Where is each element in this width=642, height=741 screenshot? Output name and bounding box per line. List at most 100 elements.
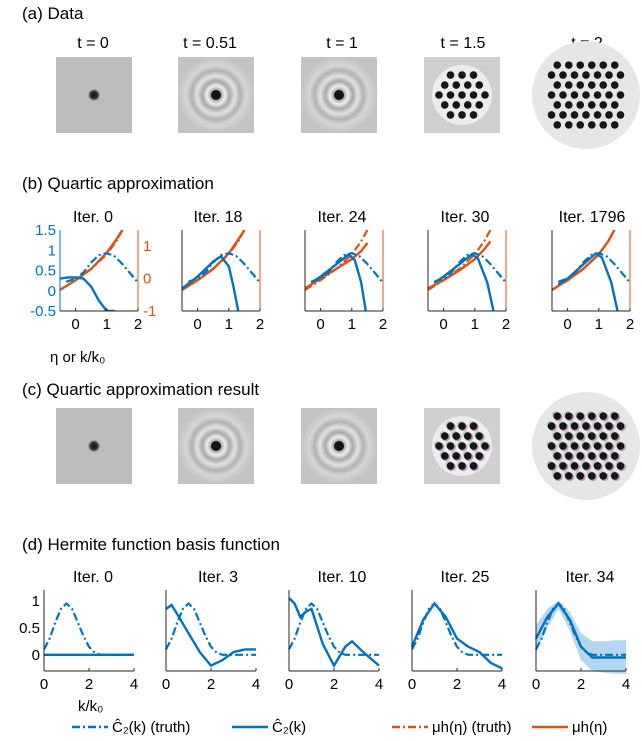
column-title: Iter. 34	[566, 569, 615, 586]
series-c2-truth	[310, 251, 383, 284]
image-tile	[424, 57, 500, 133]
image-tile	[424, 408, 500, 484]
x-tick-label: 0	[162, 676, 170, 693]
x-tick-label: 1	[225, 316, 233, 333]
legend-label: μh(η)	[572, 719, 607, 736]
y-tick-label-left: 0	[48, 283, 56, 300]
image-tile	[532, 392, 640, 500]
x-tick-label: 4	[622, 676, 630, 693]
x-tick-label: 4	[130, 676, 138, 693]
y-tick-label-right: -1	[143, 303, 156, 320]
plot-b-3: 0 1 2	[427, 230, 510, 333]
x-tick-label: 0	[408, 676, 416, 693]
x-tick-label: 4	[375, 676, 383, 693]
x-tick-label: 0	[563, 316, 571, 333]
x-tick-label: 2	[453, 676, 461, 693]
x-tick-label: 2	[256, 316, 264, 333]
series-mu	[182, 230, 246, 291]
image-tile	[178, 408, 254, 484]
series-c2-truth	[43, 601, 134, 656]
y-tick-label-left: 1.5	[35, 222, 56, 239]
y-tick-label: 0	[32, 647, 40, 664]
panel-a-column-titles: t = 0 t = 0.51 t = 1 t = 1.5 t = 2	[77, 35, 603, 52]
x-tick-label: 0	[193, 316, 201, 333]
series-mu-truth	[305, 230, 369, 291]
series-c2	[557, 252, 619, 311]
legend-label: μh(η) (truth)	[432, 719, 512, 736]
series-c2-truth	[411, 601, 502, 656]
legend: Ĉ₂(k) (truth) Ĉ₂(k) μh(η) (truth) μh(η)	[72, 719, 607, 736]
column-title: Iter. 1796	[559, 209, 626, 226]
series-c2-truth	[288, 601, 379, 656]
y-tick-label-right: 0	[143, 271, 151, 288]
y-tick-label-left: -0.5	[30, 303, 56, 320]
series-c2	[310, 252, 367, 311]
x-tick-label: 1	[103, 316, 111, 333]
plot-b-0: 0 1 2 1.5 1 0.5 0 -0.5 1 0 -1	[30, 222, 156, 333]
series-mu-truth	[428, 230, 492, 291]
column-title: Iter. 0	[73, 569, 113, 586]
x-tick-label: 0	[71, 316, 79, 333]
column-title: t = 1	[326, 35, 358, 52]
image-tile	[178, 57, 254, 133]
x-tick-label: 2	[85, 676, 93, 693]
x-tick-label: 2	[502, 316, 510, 333]
x-tick-label: 2	[330, 676, 338, 693]
series-c2-truth	[187, 251, 260, 284]
y-tick-label: 0.5	[19, 620, 40, 637]
series-mu	[60, 230, 124, 291]
plot-d-1: 0 2 4	[162, 590, 260, 693]
x-tick-label: 0	[40, 676, 48, 693]
panel-c-title: (c) Quartic approximation result	[22, 380, 259, 399]
series-c2	[165, 603, 256, 668]
y-tick-label-right: 1	[143, 238, 151, 255]
series-mu	[552, 230, 616, 291]
series-c2	[182, 254, 240, 311]
legend-label: Ĉ₂(k)	[272, 719, 306, 736]
series-c2-truth	[165, 601, 256, 656]
image-tile	[301, 408, 377, 484]
column-title: t = 1.5	[441, 35, 486, 52]
legend-label: Ĉ₂(k) (truth)	[112, 719, 190, 736]
image-tile	[56, 408, 132, 484]
x-tick-label: 0	[439, 316, 447, 333]
image-tile	[301, 57, 377, 133]
image-tile	[56, 57, 132, 133]
series-mu	[428, 240, 492, 290]
column-title: t = 0	[77, 35, 109, 52]
series-c2	[288, 597, 380, 669]
series-c2-truth	[557, 251, 630, 284]
plot-b-2: 0 1 2	[304, 230, 387, 333]
panel-d-xlabel: k/k₀	[78, 698, 103, 715]
column-title: Iter. 30	[441, 209, 490, 226]
panel-d-title: (d) Hermite function basis function	[22, 535, 280, 554]
image-tile	[532, 41, 640, 149]
column-title: t = 0.51	[183, 35, 237, 52]
plot-d-2: 0 2 4	[285, 590, 383, 693]
legend-item: Ĉ₂(k) (truth)	[72, 719, 190, 736]
plot-b-4: 0 1 2	[551, 230, 634, 333]
panel-a-title: (a) Data	[22, 4, 84, 23]
panel-b-title: (b) Quartic approximation	[22, 174, 214, 193]
panel-c-images	[56, 392, 640, 500]
column-title: Iter. 0	[73, 209, 113, 226]
x-tick-label: 4	[498, 676, 506, 693]
column-title: Iter. 25	[441, 569, 490, 586]
legend-item: μh(η) (truth)	[392, 719, 512, 736]
panel-a-images	[56, 41, 640, 149]
panel-d-plots: 0 2 410.500 2 4 0 2 4 0 2 4 0 2 4	[19, 590, 630, 693]
column-title: Iter. 3	[198, 569, 238, 586]
column-title: Iter. 10	[318, 569, 367, 586]
panel-b-xlabel: η or k/k₀	[50, 349, 105, 366]
y-tick-label-left: 1	[48, 242, 56, 259]
series-c2-truth	[65, 251, 138, 284]
panel-b-column-titles: Iter. 0 Iter. 18 Iter. 24 Iter. 30 Iter.…	[73, 209, 625, 226]
x-tick-label: 2	[134, 316, 142, 333]
x-tick-label: 1	[348, 316, 356, 333]
plot-b-1: 0 1 2	[181, 230, 264, 333]
x-tick-label: 1	[595, 316, 603, 333]
x-tick-label: 1	[471, 316, 479, 333]
x-tick-label: 2	[626, 316, 634, 333]
x-tick-label: 2	[379, 316, 387, 333]
x-tick-label: 2	[577, 676, 585, 693]
